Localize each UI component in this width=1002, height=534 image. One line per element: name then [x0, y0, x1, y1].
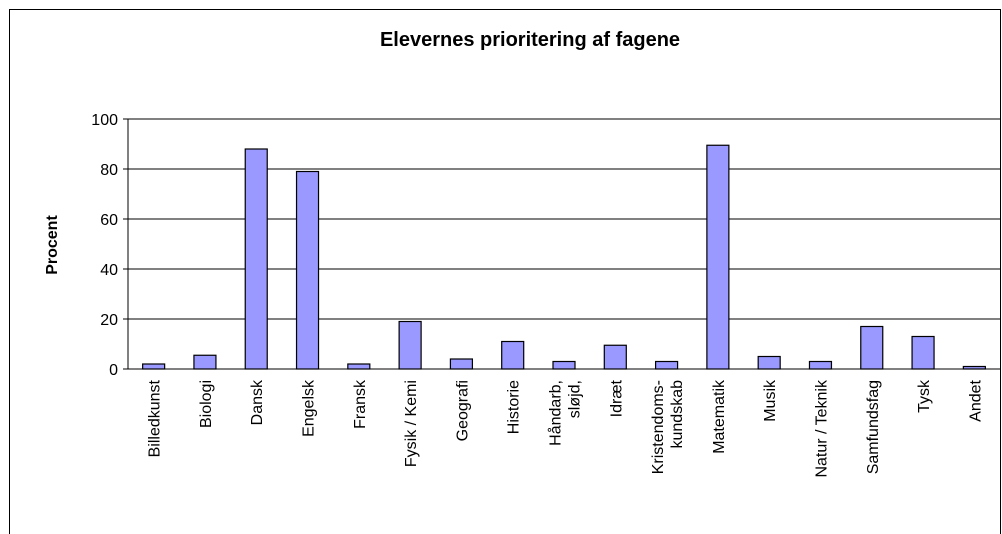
x-tick-label: Samfundsfag	[865, 380, 882, 474]
x-tick-label: Fysik / Kemi	[403, 380, 420, 467]
y-axis-label: Procent	[44, 215, 61, 275]
y-tick-label: 60	[100, 212, 118, 229]
bar	[706, 144, 730, 370]
bar	[501, 340, 525, 370]
bar	[552, 360, 576, 370]
bar	[603, 344, 627, 370]
y-tick-label: 80	[100, 162, 118, 179]
y-tick-label: 100	[91, 112, 118, 129]
bar	[295, 170, 320, 370]
bar	[757, 355, 781, 370]
bar	[244, 148, 268, 370]
x-tick-label: Dansk	[249, 379, 266, 425]
x-tick-label: Natur / Teknik	[813, 379, 830, 478]
x-tick-label: Kristendoms-kundskab	[650, 380, 686, 474]
x-tick-label: Idræt	[608, 379, 625, 417]
chart-title: Elevernes prioritering af fagene	[380, 29, 680, 51]
y-tick-label: 0	[109, 362, 118, 379]
bar	[654, 360, 679, 370]
bar	[193, 354, 217, 370]
bar	[808, 360, 833, 370]
bar	[398, 320, 422, 370]
bar	[449, 358, 474, 370]
x-tick-label: Historie	[506, 380, 523, 434]
x-tick-label: Geografi	[454, 380, 471, 441]
x-tick-label: Andet	[967, 379, 984, 421]
x-tick-label: Billedkunst	[147, 379, 164, 457]
y-tick-label: 40	[100, 262, 118, 279]
chart-frame	[9, 9, 1001, 534]
x-tick-label: Musik	[762, 379, 779, 422]
x-tick-label: Tysk	[916, 379, 933, 413]
bar	[347, 363, 371, 370]
x-tick-label: Biologi	[198, 380, 215, 428]
x-tick-label: Håndarb, sløjd,	[547, 380, 584, 446]
bar	[911, 335, 935, 370]
bar	[860, 325, 884, 370]
x-tick-label: Matematik	[711, 379, 728, 454]
x-tick-label: Fransk	[352, 379, 369, 429]
bar	[142, 363, 166, 370]
x-tick-label: Engelsk	[301, 379, 318, 437]
y-tick-label: 20	[100, 312, 118, 329]
